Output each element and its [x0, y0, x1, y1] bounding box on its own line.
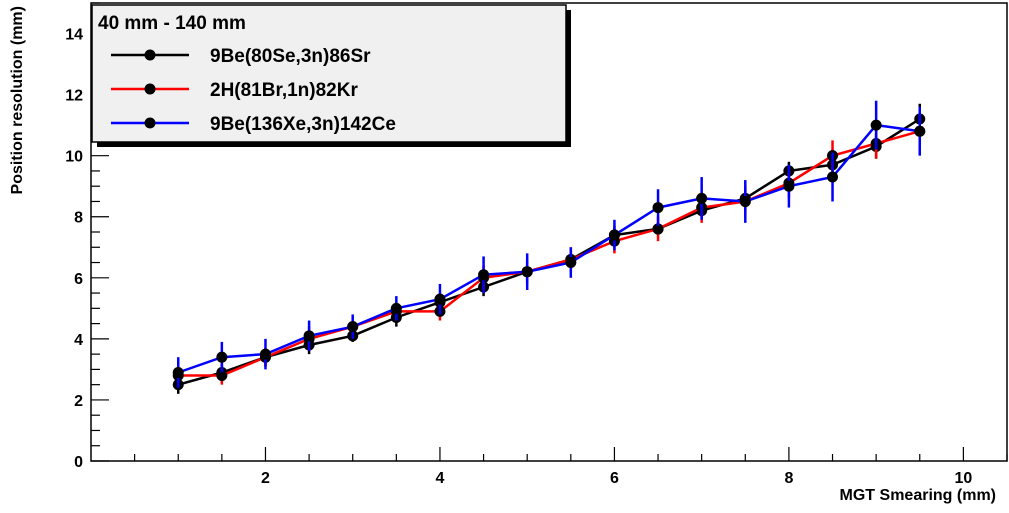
y-tick-label: 14 — [65, 27, 83, 44]
legend-entry-2: 2H(81Br,1n)82Kr — [111, 80, 358, 101]
data-point — [390, 302, 402, 314]
data-point — [565, 257, 577, 269]
data-point — [347, 321, 359, 333]
x-tick-label: 8 — [784, 470, 793, 487]
legend: 40 mm - 140 mm 9Be(80Se,3n)86Sr 2H(81Br,1… — [91, 4, 571, 147]
legend-box — [91, 4, 567, 143]
data-point — [216, 351, 228, 363]
legend-entry-label: 9Be(136Xe,3n)142Ce — [210, 114, 396, 135]
data-point — [783, 180, 795, 192]
y-tick-label: 6 — [74, 271, 83, 288]
y-tick-label: 4 — [74, 332, 83, 349]
data-point — [216, 370, 228, 382]
legend-entry-label: 2H(81Br,1n)82Kr — [210, 80, 358, 101]
legend-entry-3: 9Be(136Xe,3n)142Ce — [111, 114, 396, 135]
y-tick-label: 2 — [74, 393, 83, 410]
y-tick-label: 0 — [74, 454, 83, 471]
legend-swatch-marker — [144, 83, 156, 95]
series-1 — [172, 103, 926, 394]
x-tick-label: 4 — [435, 470, 444, 487]
x-tick-label: 6 — [610, 470, 619, 487]
y-tick-label: 12 — [65, 88, 83, 105]
data-point — [434, 293, 446, 305]
x-tick-label: 2 — [261, 470, 270, 487]
data-point — [914, 125, 926, 137]
data-point — [696, 192, 708, 204]
data-point — [739, 195, 751, 207]
legend-swatch-marker — [144, 49, 156, 61]
data-point — [652, 202, 664, 214]
y-tick-label: 10 — [65, 149, 83, 166]
x-tick-label: 10 — [954, 470, 972, 487]
data-point — [870, 119, 882, 131]
data-point — [303, 330, 315, 342]
legend-entry-1: 9Be(80Se,3n)86Sr — [111, 46, 371, 67]
data-point — [259, 348, 271, 360]
data-point — [521, 266, 533, 278]
data-point — [478, 269, 490, 281]
data-point — [652, 223, 664, 235]
legend-title: 40 mm - 140 mm — [98, 13, 246, 34]
legend-entry-label: 9Be(80Se,3n)86Sr — [210, 46, 371, 67]
series-line — [178, 129, 921, 377]
data-point — [827, 171, 839, 183]
y-tick-label: 8 — [74, 210, 83, 227]
series-3 — [172, 100, 926, 388]
series-line — [177, 123, 920, 374]
y-axis-label: Position resolution (mm) — [9, 6, 26, 194]
legend-swatch-marker — [144, 117, 156, 129]
data-point — [172, 366, 184, 378]
series-layer — [172, 100, 926, 394]
data-point — [608, 229, 620, 241]
x-axis-label: MGT Smearing (mm) — [840, 487, 996, 504]
legend-entries: 9Be(80Se,3n)86Sr 2H(81Br,1n)82Kr 9Be(136Xe… — [111, 46, 396, 135]
